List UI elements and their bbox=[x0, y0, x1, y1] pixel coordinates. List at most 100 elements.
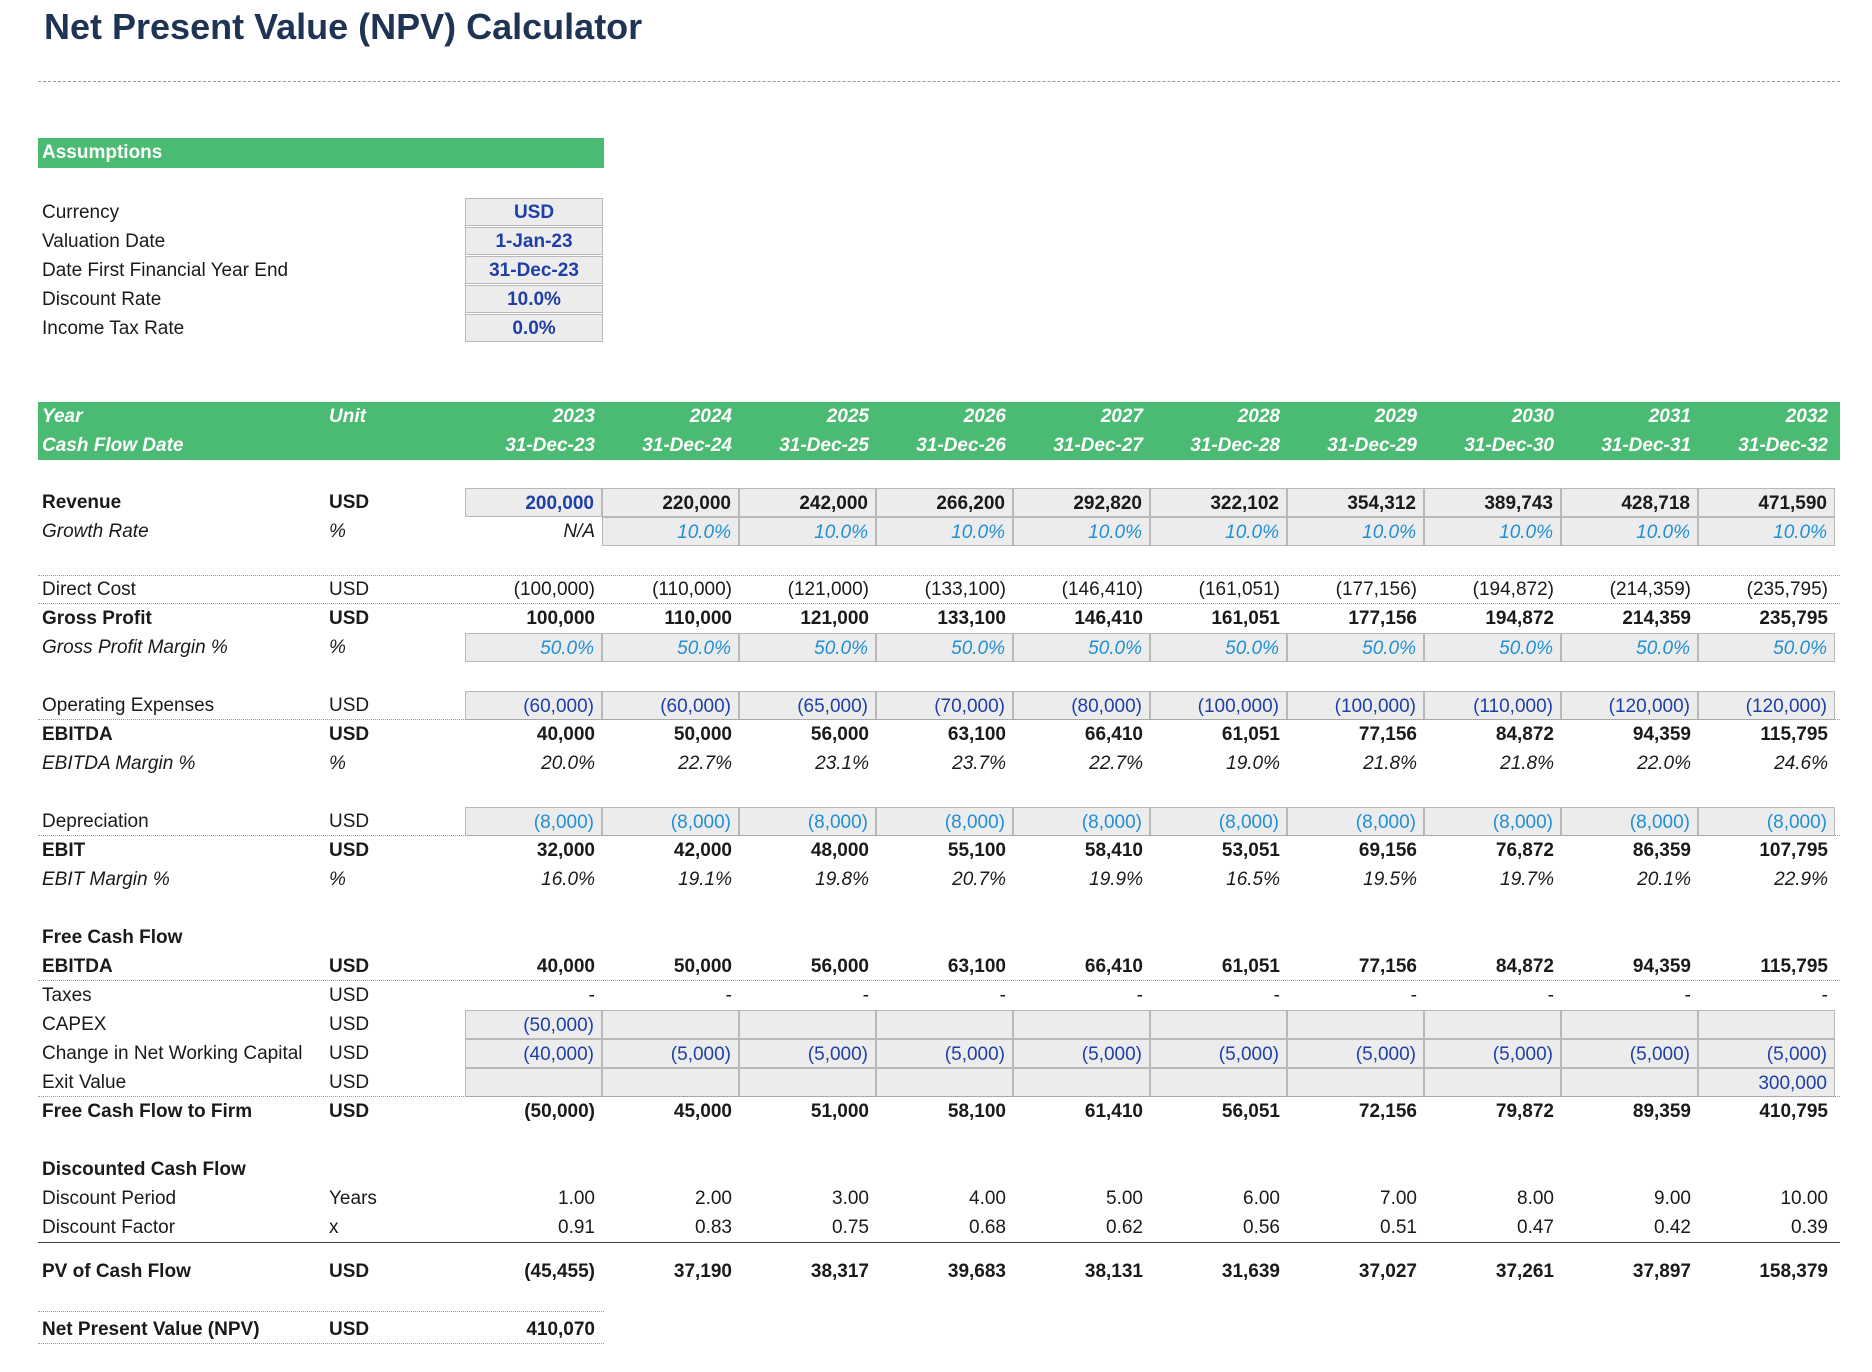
value-cell[interactable]: (8,000) bbox=[1013, 807, 1150, 836]
value-cell[interactable]: (5,000) bbox=[1424, 1039, 1561, 1068]
value-cell[interactable]: 354,312 bbox=[1287, 488, 1424, 517]
value-cell[interactable]: (60,000) bbox=[465, 691, 602, 720]
value-cell[interactable]: 10.0% bbox=[876, 517, 1013, 546]
value-cell[interactable] bbox=[1013, 1010, 1150, 1039]
value-cell[interactable]: (100,000) bbox=[1150, 691, 1287, 720]
value-cell[interactable]: (120,000) bbox=[1561, 691, 1698, 720]
value-cell[interactable]: (40,000) bbox=[465, 1039, 602, 1068]
value-cell[interactable]: (70,000) bbox=[876, 691, 1013, 720]
year-7: 2030 bbox=[1511, 406, 1554, 427]
value-cell[interactable]: (50,000) bbox=[465, 1010, 602, 1039]
value-cell[interactable]: (5,000) bbox=[1698, 1039, 1835, 1068]
value-cell[interactable]: 471,590 bbox=[1698, 488, 1835, 517]
value-cell[interactable]: (5,000) bbox=[1561, 1039, 1698, 1068]
value-cell[interactable]: (5,000) bbox=[876, 1039, 1013, 1068]
currency-input[interactable]: USD bbox=[465, 198, 603, 226]
value-cell bbox=[1424, 923, 1561, 952]
value-cell[interactable]: 50.0% bbox=[465, 633, 602, 662]
value-cell[interactable]: 50.0% bbox=[1698, 633, 1835, 662]
value-cell[interactable]: (5,000) bbox=[1150, 1039, 1287, 1068]
value-cell[interactable]: (80,000) bbox=[1013, 691, 1150, 720]
value-cell[interactable]: 50.0% bbox=[1561, 633, 1698, 662]
value-cell[interactable]: 292,820 bbox=[1013, 488, 1150, 517]
value-cell[interactable]: (65,000) bbox=[739, 691, 876, 720]
value-cell bbox=[1287, 923, 1424, 952]
value-cell[interactable]: (5,000) bbox=[1013, 1039, 1150, 1068]
value-cell[interactable]: (8,000) bbox=[1698, 807, 1835, 836]
value-cell[interactable]: 428,718 bbox=[1561, 488, 1698, 517]
value-cell[interactable] bbox=[1561, 1010, 1698, 1039]
value-cell[interactable] bbox=[1424, 1068, 1561, 1097]
value-cell[interactable] bbox=[1698, 1010, 1835, 1039]
value-cell[interactable] bbox=[1424, 1010, 1561, 1039]
valuation-date-input[interactable]: 1-Jan-23 bbox=[465, 227, 603, 255]
value-cell[interactable]: (100,000) bbox=[1287, 691, 1424, 720]
value-cell[interactable]: (8,000) bbox=[465, 807, 602, 836]
row-unit: USD bbox=[329, 956, 370, 977]
value-cell[interactable]: 10.0% bbox=[1561, 517, 1698, 546]
value-cell[interactable] bbox=[876, 1010, 1013, 1039]
separator-line bbox=[38, 835, 1840, 836]
value-cell[interactable]: (8,000) bbox=[1561, 807, 1698, 836]
value-cell[interactable]: (8,000) bbox=[1150, 807, 1287, 836]
npv-bottom-line bbox=[38, 1343, 604, 1344]
value-cell[interactable]: (5,000) bbox=[1287, 1039, 1424, 1068]
row-capex: CAPEX USD (50,000) bbox=[0, 1010, 1872, 1039]
value-cell: 84,872 bbox=[1495, 956, 1554, 977]
value-cell[interactable] bbox=[739, 1010, 876, 1039]
value-cell[interactable] bbox=[602, 1068, 739, 1097]
value-cell[interactable]: (8,000) bbox=[876, 807, 1013, 836]
discount-rate-input[interactable]: 10.0% bbox=[465, 285, 603, 313]
value-cell[interactable]: 220,000 bbox=[602, 488, 739, 517]
value-cell[interactable]: (110,000) bbox=[1424, 691, 1561, 720]
value-cell[interactable]: 266,200 bbox=[876, 488, 1013, 517]
value-cell: 19.9% bbox=[1089, 869, 1143, 890]
value-cell[interactable] bbox=[1150, 1068, 1287, 1097]
value-cell[interactable] bbox=[465, 1068, 602, 1097]
value-cell: 115,795 bbox=[1760, 956, 1828, 977]
value-cell[interactable]: 389,743 bbox=[1424, 488, 1561, 517]
value-cell[interactable]: (60,000) bbox=[602, 691, 739, 720]
value-cell[interactable]: 10.0% bbox=[602, 517, 739, 546]
value-cell[interactable]: 50.0% bbox=[1013, 633, 1150, 662]
value-cell[interactable]: 10.0% bbox=[1150, 517, 1287, 546]
value-cell[interactable] bbox=[602, 1010, 739, 1039]
value-cell[interactable]: 10.0% bbox=[1287, 517, 1424, 546]
value-cell[interactable]: (8,000) bbox=[602, 807, 739, 836]
value-cell[interactable]: (8,000) bbox=[1287, 807, 1424, 836]
value-cell: 94,359 bbox=[1632, 956, 1691, 977]
value-cell[interactable]: 50.0% bbox=[602, 633, 739, 662]
cash-flow-date-0: 31-Dec-23 bbox=[505, 435, 595, 456]
value-cell[interactable] bbox=[1287, 1068, 1424, 1097]
value-cell: 50,000 bbox=[673, 956, 732, 977]
value-cell[interactable]: (8,000) bbox=[739, 807, 876, 836]
value-cell[interactable]: (5,000) bbox=[739, 1039, 876, 1068]
value-cell[interactable] bbox=[739, 1068, 876, 1097]
value-cell[interactable]: 322,102 bbox=[1150, 488, 1287, 517]
value-cell[interactable] bbox=[1150, 1010, 1287, 1039]
value-cell[interactable]: 50.0% bbox=[1287, 633, 1424, 662]
value-cell[interactable] bbox=[876, 1068, 1013, 1097]
value-cell[interactable]: 10.0% bbox=[739, 517, 876, 546]
value-cell[interactable]: 10.0% bbox=[1013, 517, 1150, 546]
value-cell[interactable]: 10.0% bbox=[1698, 517, 1835, 546]
value-cell[interactable]: 50.0% bbox=[1150, 633, 1287, 662]
value-cell[interactable]: 50.0% bbox=[739, 633, 876, 662]
value-cell[interactable] bbox=[1287, 1010, 1424, 1039]
value-cell[interactable]: 300,000 bbox=[1698, 1068, 1835, 1097]
value-cell[interactable]: (8,000) bbox=[1424, 807, 1561, 836]
value-cell[interactable]: (120,000) bbox=[1698, 691, 1835, 720]
value-cell[interactable] bbox=[1013, 1068, 1150, 1097]
value-cell[interactable]: 200,000 bbox=[465, 488, 602, 517]
row-unit: USD bbox=[329, 1101, 370, 1122]
separator-line bbox=[38, 575, 1840, 576]
value-cell[interactable] bbox=[1561, 1068, 1698, 1097]
value-cell[interactable]: 10.0% bbox=[1424, 517, 1561, 546]
row-label: Discount Factor bbox=[42, 1217, 176, 1238]
value-cell[interactable]: 242,000 bbox=[739, 488, 876, 517]
value-cell[interactable]: 50.0% bbox=[1424, 633, 1561, 662]
first-fy-end-input[interactable]: 31-Dec-23 bbox=[465, 256, 603, 284]
value-cell[interactable]: 50.0% bbox=[876, 633, 1013, 662]
tax-rate-input[interactable]: 0.0% bbox=[465, 314, 603, 342]
value-cell[interactable]: (5,000) bbox=[602, 1039, 739, 1068]
